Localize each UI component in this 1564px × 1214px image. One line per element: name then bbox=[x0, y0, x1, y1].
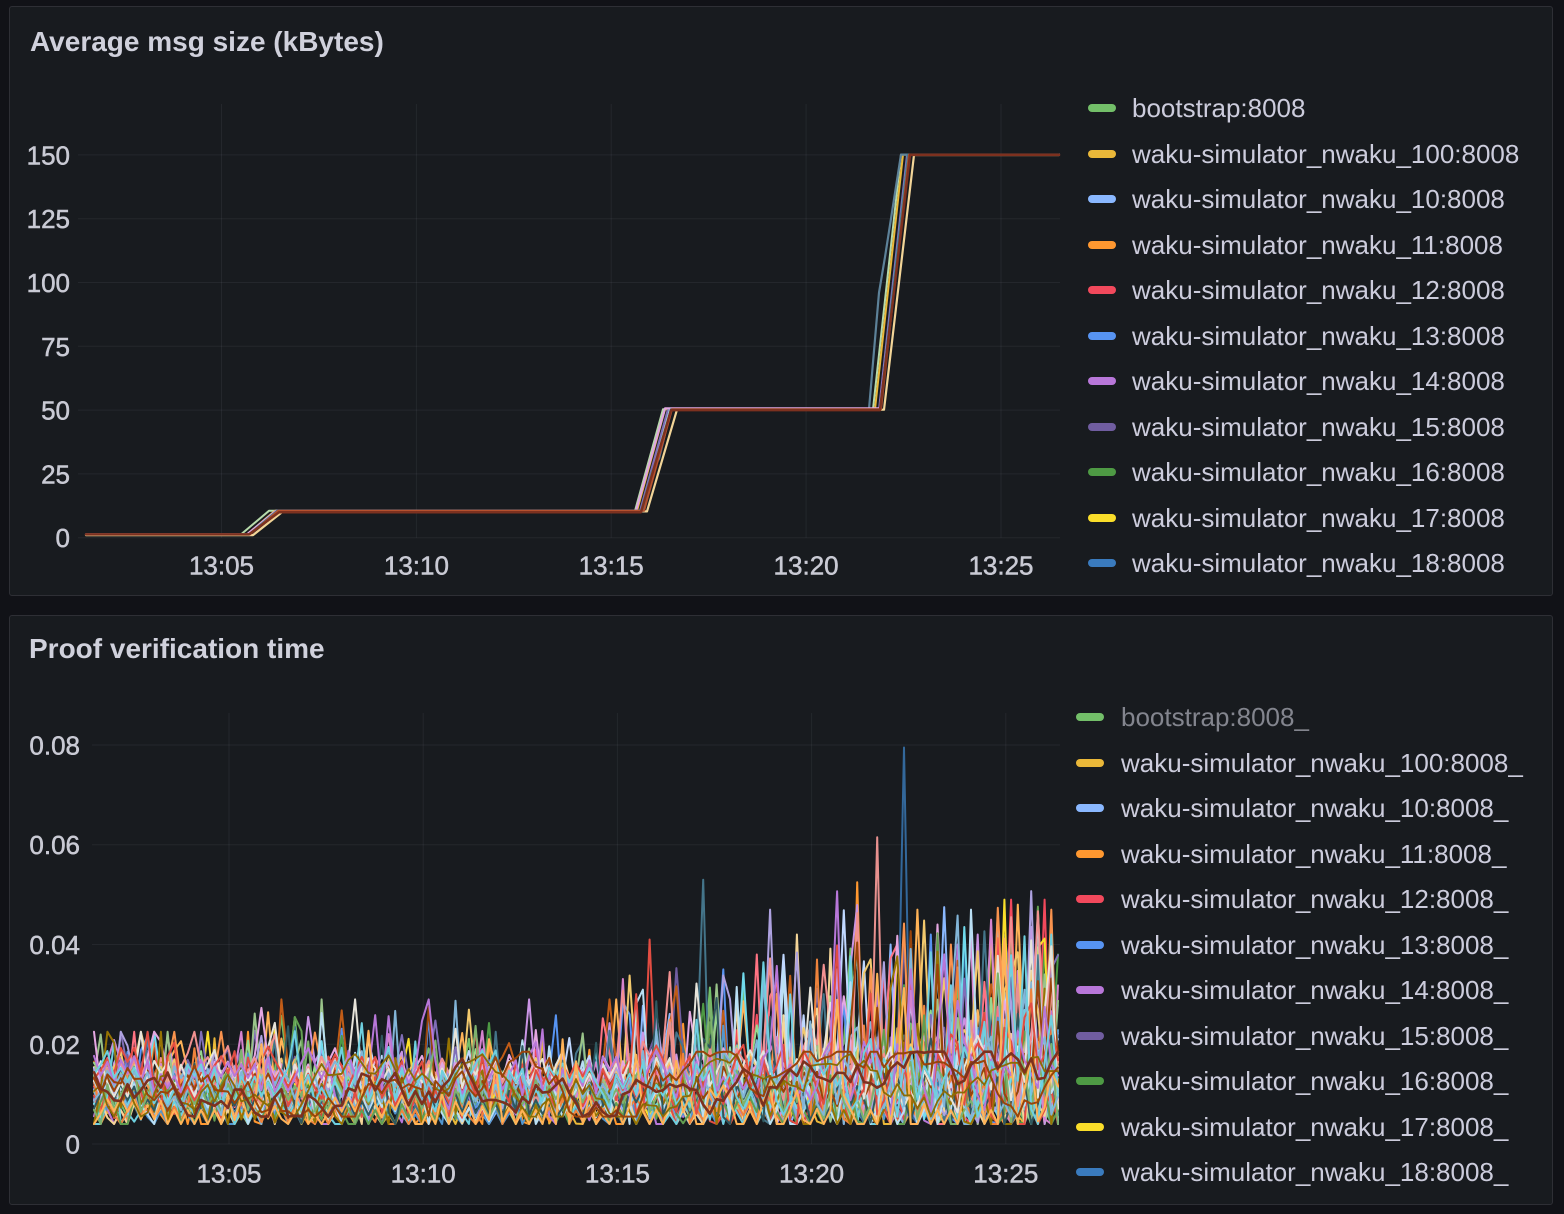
svg-text:13:05: 13:05 bbox=[189, 550, 254, 580]
svg-text:13:15: 13:15 bbox=[585, 1159, 650, 1189]
svg-text:75: 75 bbox=[41, 332, 70, 362]
svg-text:0: 0 bbox=[66, 1130, 80, 1160]
svg-text:0.08: 0.08 bbox=[29, 731, 80, 761]
svg-text:13:25: 13:25 bbox=[973, 1159, 1038, 1189]
svg-text:0: 0 bbox=[56, 523, 70, 553]
svg-text:25: 25 bbox=[41, 459, 70, 489]
svg-text:13:20: 13:20 bbox=[774, 550, 839, 580]
svg-text:13:05: 13:05 bbox=[196, 1159, 261, 1189]
svg-text:13:10: 13:10 bbox=[384, 550, 449, 580]
svg-text:150: 150 bbox=[27, 140, 70, 170]
svg-text:13:20: 13:20 bbox=[779, 1159, 844, 1189]
svg-text:100: 100 bbox=[27, 268, 70, 298]
svg-text:0.06: 0.06 bbox=[29, 830, 80, 860]
svg-text:13:25: 13:25 bbox=[968, 550, 1033, 580]
svg-text:50: 50 bbox=[41, 396, 70, 426]
svg-text:0.02: 0.02 bbox=[29, 1030, 80, 1060]
svg-text:0.04: 0.04 bbox=[29, 930, 80, 960]
svg-text:13:15: 13:15 bbox=[579, 550, 644, 580]
svg-text:13:10: 13:10 bbox=[391, 1159, 456, 1189]
svg-text:125: 125 bbox=[27, 204, 70, 234]
